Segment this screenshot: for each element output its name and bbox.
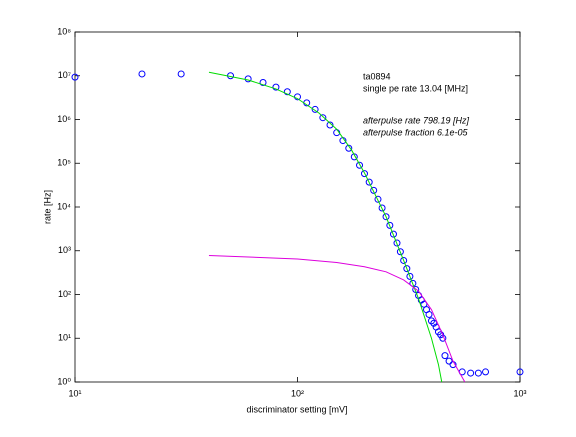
data-point xyxy=(378,204,386,212)
data-point xyxy=(365,178,373,186)
data-point xyxy=(406,272,414,280)
y-tick-label: 10⁶ xyxy=(57,114,71,124)
y-tick-label: 10⁵ xyxy=(57,158,71,168)
data-point xyxy=(177,70,185,78)
data-point xyxy=(445,357,453,365)
y-tick-label: 10⁷ xyxy=(58,70,71,80)
data-point xyxy=(345,144,353,152)
data-point xyxy=(360,170,368,178)
data-point xyxy=(437,331,445,339)
data-point xyxy=(326,121,334,129)
data-point xyxy=(350,153,358,161)
data-point xyxy=(441,352,449,360)
data-point xyxy=(420,300,428,308)
annotation: afterpulse fraction 6.1e-05 xyxy=(363,127,469,137)
data-point xyxy=(311,105,319,113)
data-point xyxy=(374,195,382,203)
data-point xyxy=(71,73,79,81)
y-tick-label: 10⁸ xyxy=(57,26,71,36)
data-point xyxy=(356,161,364,169)
data-point xyxy=(467,369,475,377)
data-point xyxy=(425,310,433,318)
data-point xyxy=(283,88,291,96)
data-point xyxy=(389,230,397,238)
data-point xyxy=(400,256,408,264)
y-tick-label: 10¹ xyxy=(58,333,71,343)
data-point xyxy=(393,239,401,247)
annotation: single pe rate 13.04 [MHz] xyxy=(363,83,468,93)
data-point xyxy=(430,319,438,327)
x-tick-label: 10³ xyxy=(513,388,526,398)
y-axis-label: rate [Hz] xyxy=(42,190,52,224)
data-point xyxy=(259,79,267,87)
annotation: ta0894 xyxy=(363,71,391,81)
data-point xyxy=(396,248,404,256)
data-point xyxy=(482,368,490,376)
annotation: afterpulse rate 798.19 [Hz] xyxy=(363,115,470,125)
y-tick-label: 10⁰ xyxy=(57,376,71,386)
data-point xyxy=(138,70,146,78)
data-point xyxy=(427,317,435,325)
x-axis-label: discriminator setting [mV] xyxy=(246,404,347,414)
data-point xyxy=(319,114,327,122)
data-point xyxy=(403,265,411,273)
data-point xyxy=(370,186,378,194)
data-point xyxy=(516,368,524,376)
x-tick-label: 10² xyxy=(291,388,304,398)
data-point xyxy=(474,369,482,377)
fit-curve xyxy=(208,254,466,383)
data-point xyxy=(382,213,390,221)
y-tick-label: 10² xyxy=(58,289,71,299)
fit-curve xyxy=(208,71,443,383)
y-tick-label: 10⁴ xyxy=(57,201,71,211)
data-point xyxy=(272,83,280,91)
data-point xyxy=(244,75,252,83)
data-point xyxy=(386,221,394,229)
y-tick-label: 10³ xyxy=(58,245,71,255)
x-tick-label: 10¹ xyxy=(68,388,81,398)
